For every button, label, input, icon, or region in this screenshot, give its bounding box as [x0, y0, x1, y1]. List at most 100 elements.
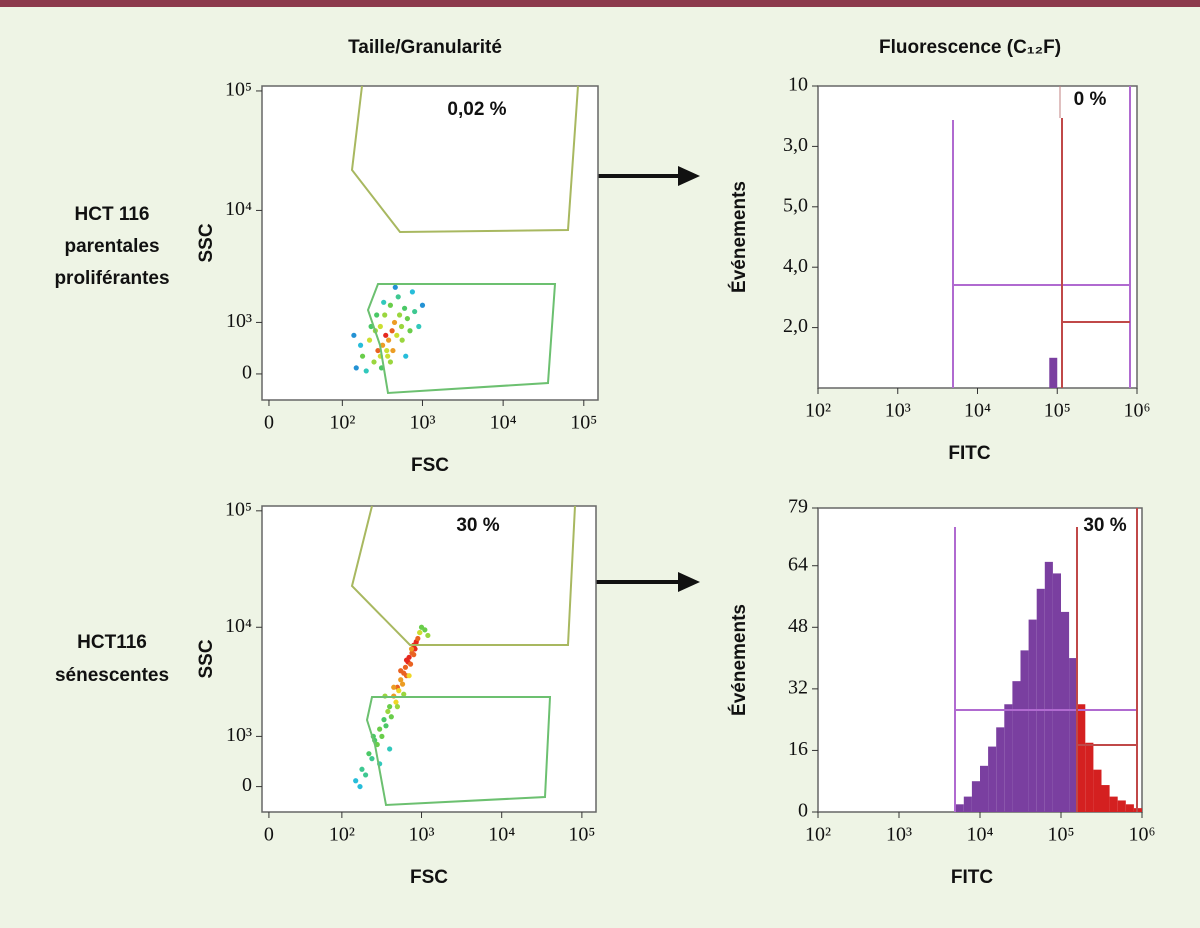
histogram-bar	[1077, 704, 1086, 812]
x-tick-label: 10⁴	[967, 824, 994, 846]
x-tick-label: 10⁴	[490, 412, 517, 434]
y-tick-label: 16	[788, 738, 808, 760]
x-tick-label: 10²	[329, 412, 355, 434]
scatter-point	[386, 337, 392, 343]
histogram-bar	[1020, 650, 1029, 812]
scatter-point	[391, 319, 398, 326]
histogram-bar	[980, 765, 989, 812]
histogram-bar	[1044, 561, 1053, 812]
y-tick-label: 10⁴	[225, 198, 252, 220]
y-tick-label: 10³	[226, 724, 252, 746]
scatter-point	[419, 302, 426, 308]
y-tick-label: 5,0	[783, 194, 808, 216]
scatter-point	[416, 323, 422, 330]
x-tick-label: 10²	[805, 824, 831, 846]
y-tick-label: 64	[788, 553, 808, 575]
scatter-point	[351, 332, 357, 338]
y-tick-label: 3,0	[783, 134, 808, 156]
scatter-point	[383, 723, 389, 729]
y-tick-label: 10⁵	[225, 498, 252, 520]
x-tick-label: 10⁴	[964, 400, 991, 422]
scatter-point	[396, 312, 403, 318]
y-tick-label: 48	[788, 615, 808, 637]
gates	[350, 85, 1138, 812]
scatter-point	[366, 751, 372, 757]
scatter-point	[369, 756, 375, 762]
scatter-point	[381, 299, 387, 305]
y-tick-label: 4,0	[783, 255, 808, 277]
scatter-point	[359, 353, 366, 359]
scatter-point	[389, 328, 395, 334]
scatter-point	[363, 772, 369, 778]
scatter-point	[375, 347, 381, 354]
y-tick-label: 2,0	[783, 315, 808, 337]
histogram-bar	[1049, 357, 1058, 388]
scatter-point	[387, 359, 394, 365]
scatter-point	[387, 704, 393, 710]
scatter-point	[357, 342, 364, 348]
histogram-bar	[1085, 742, 1094, 812]
y-axis-label: SSC	[196, 639, 217, 678]
scatter-point	[359, 766, 365, 772]
x-tick-label: 0	[264, 412, 274, 434]
x-tick-label: 10³	[409, 412, 435, 434]
scatter-point	[374, 312, 380, 318]
scatter-point	[357, 783, 363, 790]
scatter-point	[394, 704, 400, 710]
scatter-point	[388, 714, 394, 720]
x-axis-label: FSC	[410, 867, 448, 888]
scatter-point	[382, 312, 388, 318]
x-tick-label: 10⁵	[1048, 824, 1075, 846]
scatter-point	[377, 323, 383, 330]
scatter-point	[392, 284, 398, 290]
scatter-point	[385, 708, 391, 715]
scatter-point	[404, 315, 410, 322]
scatter-point	[408, 646, 415, 652]
x-tick-label: 10⁵	[568, 824, 595, 846]
x-axis-label: FITC	[951, 867, 993, 888]
histogram-bar	[1125, 804, 1134, 812]
scatter-point	[391, 684, 397, 690]
scatter-point	[387, 302, 394, 308]
x-tick-label: 10⁵	[1044, 400, 1071, 422]
scatter-point	[385, 353, 391, 359]
histogram-bar	[1004, 704, 1013, 812]
histogram-bar	[1061, 611, 1070, 812]
y-tick-label: 0	[798, 800, 808, 822]
x-tick-label: 10⁵	[570, 412, 597, 434]
scatter-point	[387, 746, 393, 752]
scatter-point	[366, 337, 373, 343]
y-axis-label: Événements	[728, 181, 750, 293]
scatter-point	[371, 359, 377, 365]
scatter-point	[399, 337, 405, 343]
scatter-point	[411, 652, 417, 658]
scatter-point	[402, 664, 409, 670]
histogram-bar	[1109, 796, 1118, 812]
histogram-bar	[1093, 769, 1102, 812]
x-tick-label: 10³	[885, 400, 911, 422]
x-tick-label: 10³	[886, 824, 912, 846]
scatter-point	[390, 347, 396, 354]
x-axis-label: FITC	[948, 443, 990, 464]
histogram-bar	[955, 804, 964, 812]
histogram-bar	[1052, 573, 1061, 812]
y-tick-label: 10	[788, 74, 808, 96]
x-tick-label: 10⁴	[488, 824, 515, 846]
y-tick-label: 10³	[226, 310, 252, 332]
scatter-point	[406, 673, 412, 679]
plot-area	[261, 505, 597, 813]
scatter-point	[398, 668, 404, 674]
histogram-bar	[1012, 681, 1021, 812]
histogram-bar	[971, 781, 980, 812]
x-axis-label: FSC	[411, 455, 449, 476]
row-label: parentales	[64, 236, 159, 257]
x-tick-label: 10⁶	[1129, 824, 1156, 846]
scatter-point	[401, 305, 408, 311]
annotation: 0 %	[1074, 89, 1107, 110]
histogram-bar	[1117, 800, 1126, 812]
histogram-bar	[996, 727, 1005, 812]
top-bar	[0, 0, 1200, 7]
histogram-bar	[963, 796, 972, 812]
y-tick-label: 0	[242, 362, 252, 384]
